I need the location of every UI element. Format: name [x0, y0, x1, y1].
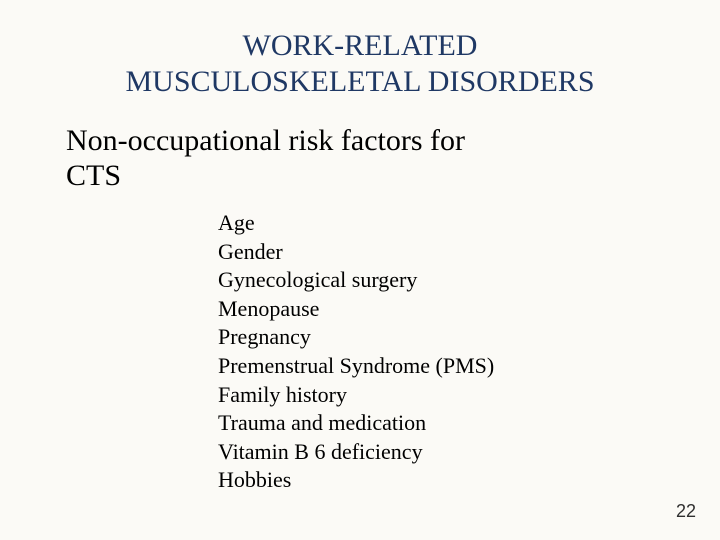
page-number: 22: [676, 501, 696, 522]
list-item: Age: [218, 209, 720, 238]
list-item: Hobbies: [218, 466, 720, 495]
list-item: Pregnancy: [218, 323, 720, 352]
list-item: Gynecological surgery: [218, 266, 720, 295]
list-item: Gender: [218, 238, 720, 267]
risk-factors-list: Age Gender Gynecological surgery Menopau…: [0, 193, 720, 495]
slide-subtitle: Non‑occupational risk factors for CTS: [0, 100, 720, 193]
list-item: Family history: [218, 381, 720, 410]
slide-title-line1: WORK-RELATED: [0, 28, 720, 64]
list-item: Trauma and medication: [218, 409, 720, 438]
list-item: Vitamin B 6 deficiency: [218, 438, 720, 467]
slide: WORK-RELATED MUSCULOSKELETAL DISORDERS N…: [0, 0, 720, 540]
slide-subtitle-line2: CTS: [66, 159, 720, 194]
list-item: Premenstrual Syndrome (PMS): [218, 352, 720, 381]
slide-title: WORK-RELATED MUSCULOSKELETAL DISORDERS: [0, 0, 720, 100]
list-item: Menopause: [218, 295, 720, 324]
slide-subtitle-line1: Non‑occupational risk factors for: [66, 124, 720, 159]
slide-title-line2: MUSCULOSKELETAL DISORDERS: [0, 64, 720, 100]
